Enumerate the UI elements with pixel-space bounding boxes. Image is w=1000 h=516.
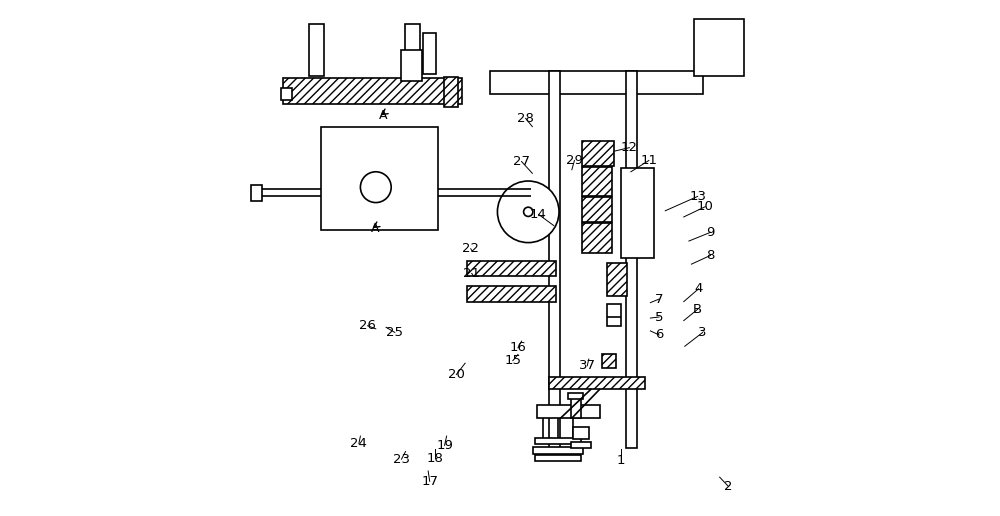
- Text: 3: 3: [698, 326, 707, 339]
- Bar: [582, 198, 612, 222]
- Text: 20: 20: [448, 368, 465, 381]
- Text: A: A: [371, 222, 379, 235]
- Circle shape: [360, 172, 391, 203]
- Text: 28: 28: [517, 112, 534, 125]
- Bar: [582, 141, 614, 166]
- Text: 17: 17: [421, 475, 438, 488]
- Bar: [621, 168, 654, 258]
- Bar: [582, 223, 612, 253]
- Text: 14: 14: [530, 208, 547, 221]
- Text: 21: 21: [463, 267, 480, 280]
- Text: 24: 24: [350, 437, 367, 450]
- Bar: [444, 77, 458, 107]
- Text: 23: 23: [393, 453, 410, 465]
- Bar: [694, 20, 744, 76]
- Bar: [423, 33, 436, 74]
- Text: 1: 1: [616, 454, 625, 467]
- Text: 9: 9: [706, 226, 715, 239]
- Bar: [490, 71, 703, 94]
- Text: 16: 16: [510, 341, 526, 354]
- Bar: [405, 24, 420, 76]
- Text: 29: 29: [566, 154, 583, 167]
- Circle shape: [524, 207, 533, 216]
- Bar: [602, 354, 616, 368]
- Text: 26: 26: [359, 319, 376, 332]
- Text: 27: 27: [513, 155, 530, 168]
- Text: 8: 8: [706, 249, 715, 262]
- Text: A: A: [379, 109, 387, 122]
- Bar: [535, 438, 581, 444]
- Bar: [549, 71, 560, 448]
- Bar: [607, 304, 621, 326]
- Text: 15: 15: [504, 354, 521, 367]
- Text: B: B: [693, 303, 702, 316]
- Bar: [467, 261, 556, 276]
- Bar: [283, 78, 462, 104]
- Text: 37: 37: [579, 359, 596, 372]
- Bar: [467, 286, 556, 302]
- Bar: [582, 167, 612, 197]
- Text: 12: 12: [621, 141, 638, 154]
- Bar: [571, 397, 581, 418]
- Bar: [568, 394, 583, 399]
- Bar: [251, 185, 262, 201]
- Bar: [321, 127, 438, 230]
- Text: 6: 6: [655, 329, 663, 342]
- Bar: [607, 263, 627, 297]
- Text: 22: 22: [462, 243, 479, 255]
- Text: 13: 13: [689, 190, 706, 203]
- Text: 25: 25: [386, 326, 403, 339]
- Text: 10: 10: [697, 200, 714, 213]
- Bar: [401, 50, 422, 81]
- Bar: [573, 427, 589, 439]
- Bar: [537, 405, 600, 418]
- Text: 19: 19: [436, 439, 453, 452]
- Bar: [309, 24, 324, 76]
- Text: 18: 18: [426, 452, 443, 464]
- Bar: [535, 455, 581, 461]
- Bar: [533, 447, 583, 454]
- Text: 5: 5: [655, 311, 663, 324]
- Bar: [571, 442, 591, 448]
- Text: 4: 4: [694, 282, 703, 295]
- Circle shape: [497, 181, 559, 243]
- Text: 7: 7: [655, 293, 663, 305]
- Text: 11: 11: [640, 154, 657, 167]
- Bar: [626, 71, 637, 448]
- Text: 2: 2: [724, 480, 733, 493]
- Bar: [281, 88, 292, 101]
- Bar: [549, 377, 645, 389]
